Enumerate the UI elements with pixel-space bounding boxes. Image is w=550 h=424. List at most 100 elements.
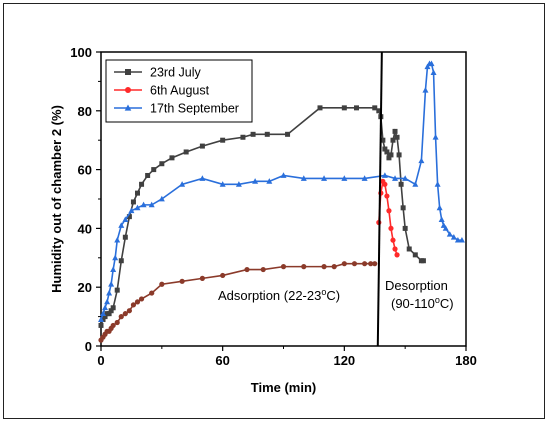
data-point [135,190,140,196]
data-point [118,314,124,320]
series-layer [98,60,465,343]
data-point [368,261,374,267]
data-point [454,236,461,243]
data-point [118,258,124,264]
data-point [106,311,112,317]
data-point [130,302,137,308]
data-point [134,204,141,211]
data-point [280,172,287,178]
data-point [199,275,205,281]
data-point [285,131,291,137]
y-tick-label: 0 [85,339,92,354]
data-point [361,175,368,181]
data-point [183,149,189,155]
data-point [331,264,337,270]
data-point [114,236,121,243]
data-point [390,237,396,243]
x-tick-label: 0 [97,353,104,368]
data-point [252,178,259,184]
data-point [139,181,145,187]
data-point [128,207,135,214]
data-point [396,152,402,158]
data-point [179,278,185,284]
data-point [446,231,453,237]
data-point [390,137,396,143]
data-point [382,146,388,152]
data-point [100,310,107,317]
data-point [428,60,435,67]
data-point [122,234,128,240]
data-point [114,287,120,293]
data-point [114,319,120,326]
annotation-degree: o [321,287,326,297]
data-point [244,266,250,273]
legend-label: 23rd July [150,66,201,80]
data-point [392,246,398,252]
data-point [317,105,323,111]
data-point [140,201,147,208]
data-point [381,172,388,178]
data-point [264,131,270,137]
data-point [145,172,151,178]
y-tick-label: 100 [70,45,92,60]
data-point [151,167,157,173]
annotation-unit: C) [326,288,340,303]
data-point [98,316,104,322]
data-point [450,234,457,240]
data-point [199,143,205,149]
data-point [179,181,186,187]
annotation-desorption2: (90-110oC) [391,295,454,311]
data-point [220,137,226,143]
data-point [260,266,266,273]
data-point [102,304,109,311]
data-point [301,264,307,270]
data-point [354,105,359,111]
legend-label: 6th August [150,84,210,98]
data-point [158,195,165,202]
data-point [341,261,347,267]
data-point [159,161,165,167]
legend-marker [124,104,132,111]
data-point [438,216,445,222]
data-point [402,175,409,181]
data-point [108,308,114,314]
data-point [380,137,386,143]
legend-marker [125,87,131,93]
data-point [392,175,399,181]
figure-frame [3,3,545,419]
data-point [418,157,425,164]
data-point [240,134,246,140]
data-point [388,152,394,158]
annotation-unit: C) [440,296,454,311]
data-point [250,131,256,137]
data-point [300,175,307,181]
data-point [100,317,106,323]
data-point [112,254,119,261]
data-point [102,314,108,320]
data-point [118,222,125,228]
data-point [394,252,400,258]
data-point [235,181,242,187]
data-point [372,261,378,267]
data-point [412,252,418,258]
data-point [159,281,165,287]
x-tick-label: 120 [333,353,355,368]
annotation-adsorption: Adsorption (22-23oC) [218,287,340,303]
data-point [392,128,398,134]
data-point [321,264,327,270]
data-point [138,296,145,302]
y-axis-label: Humidity out of chamber 2 (%) [49,105,64,293]
data-point [386,155,392,161]
data-point [219,181,226,187]
data-point [110,266,117,272]
data-point [126,214,132,220]
data-point [398,181,404,187]
legend: 23rd July 6th August 17th September [105,59,253,123]
data-point [106,289,113,296]
data-point [362,261,368,267]
y-tick-label: 40 [78,221,92,236]
data-point [412,181,419,187]
data-point [384,193,390,199]
data-point [436,204,443,211]
